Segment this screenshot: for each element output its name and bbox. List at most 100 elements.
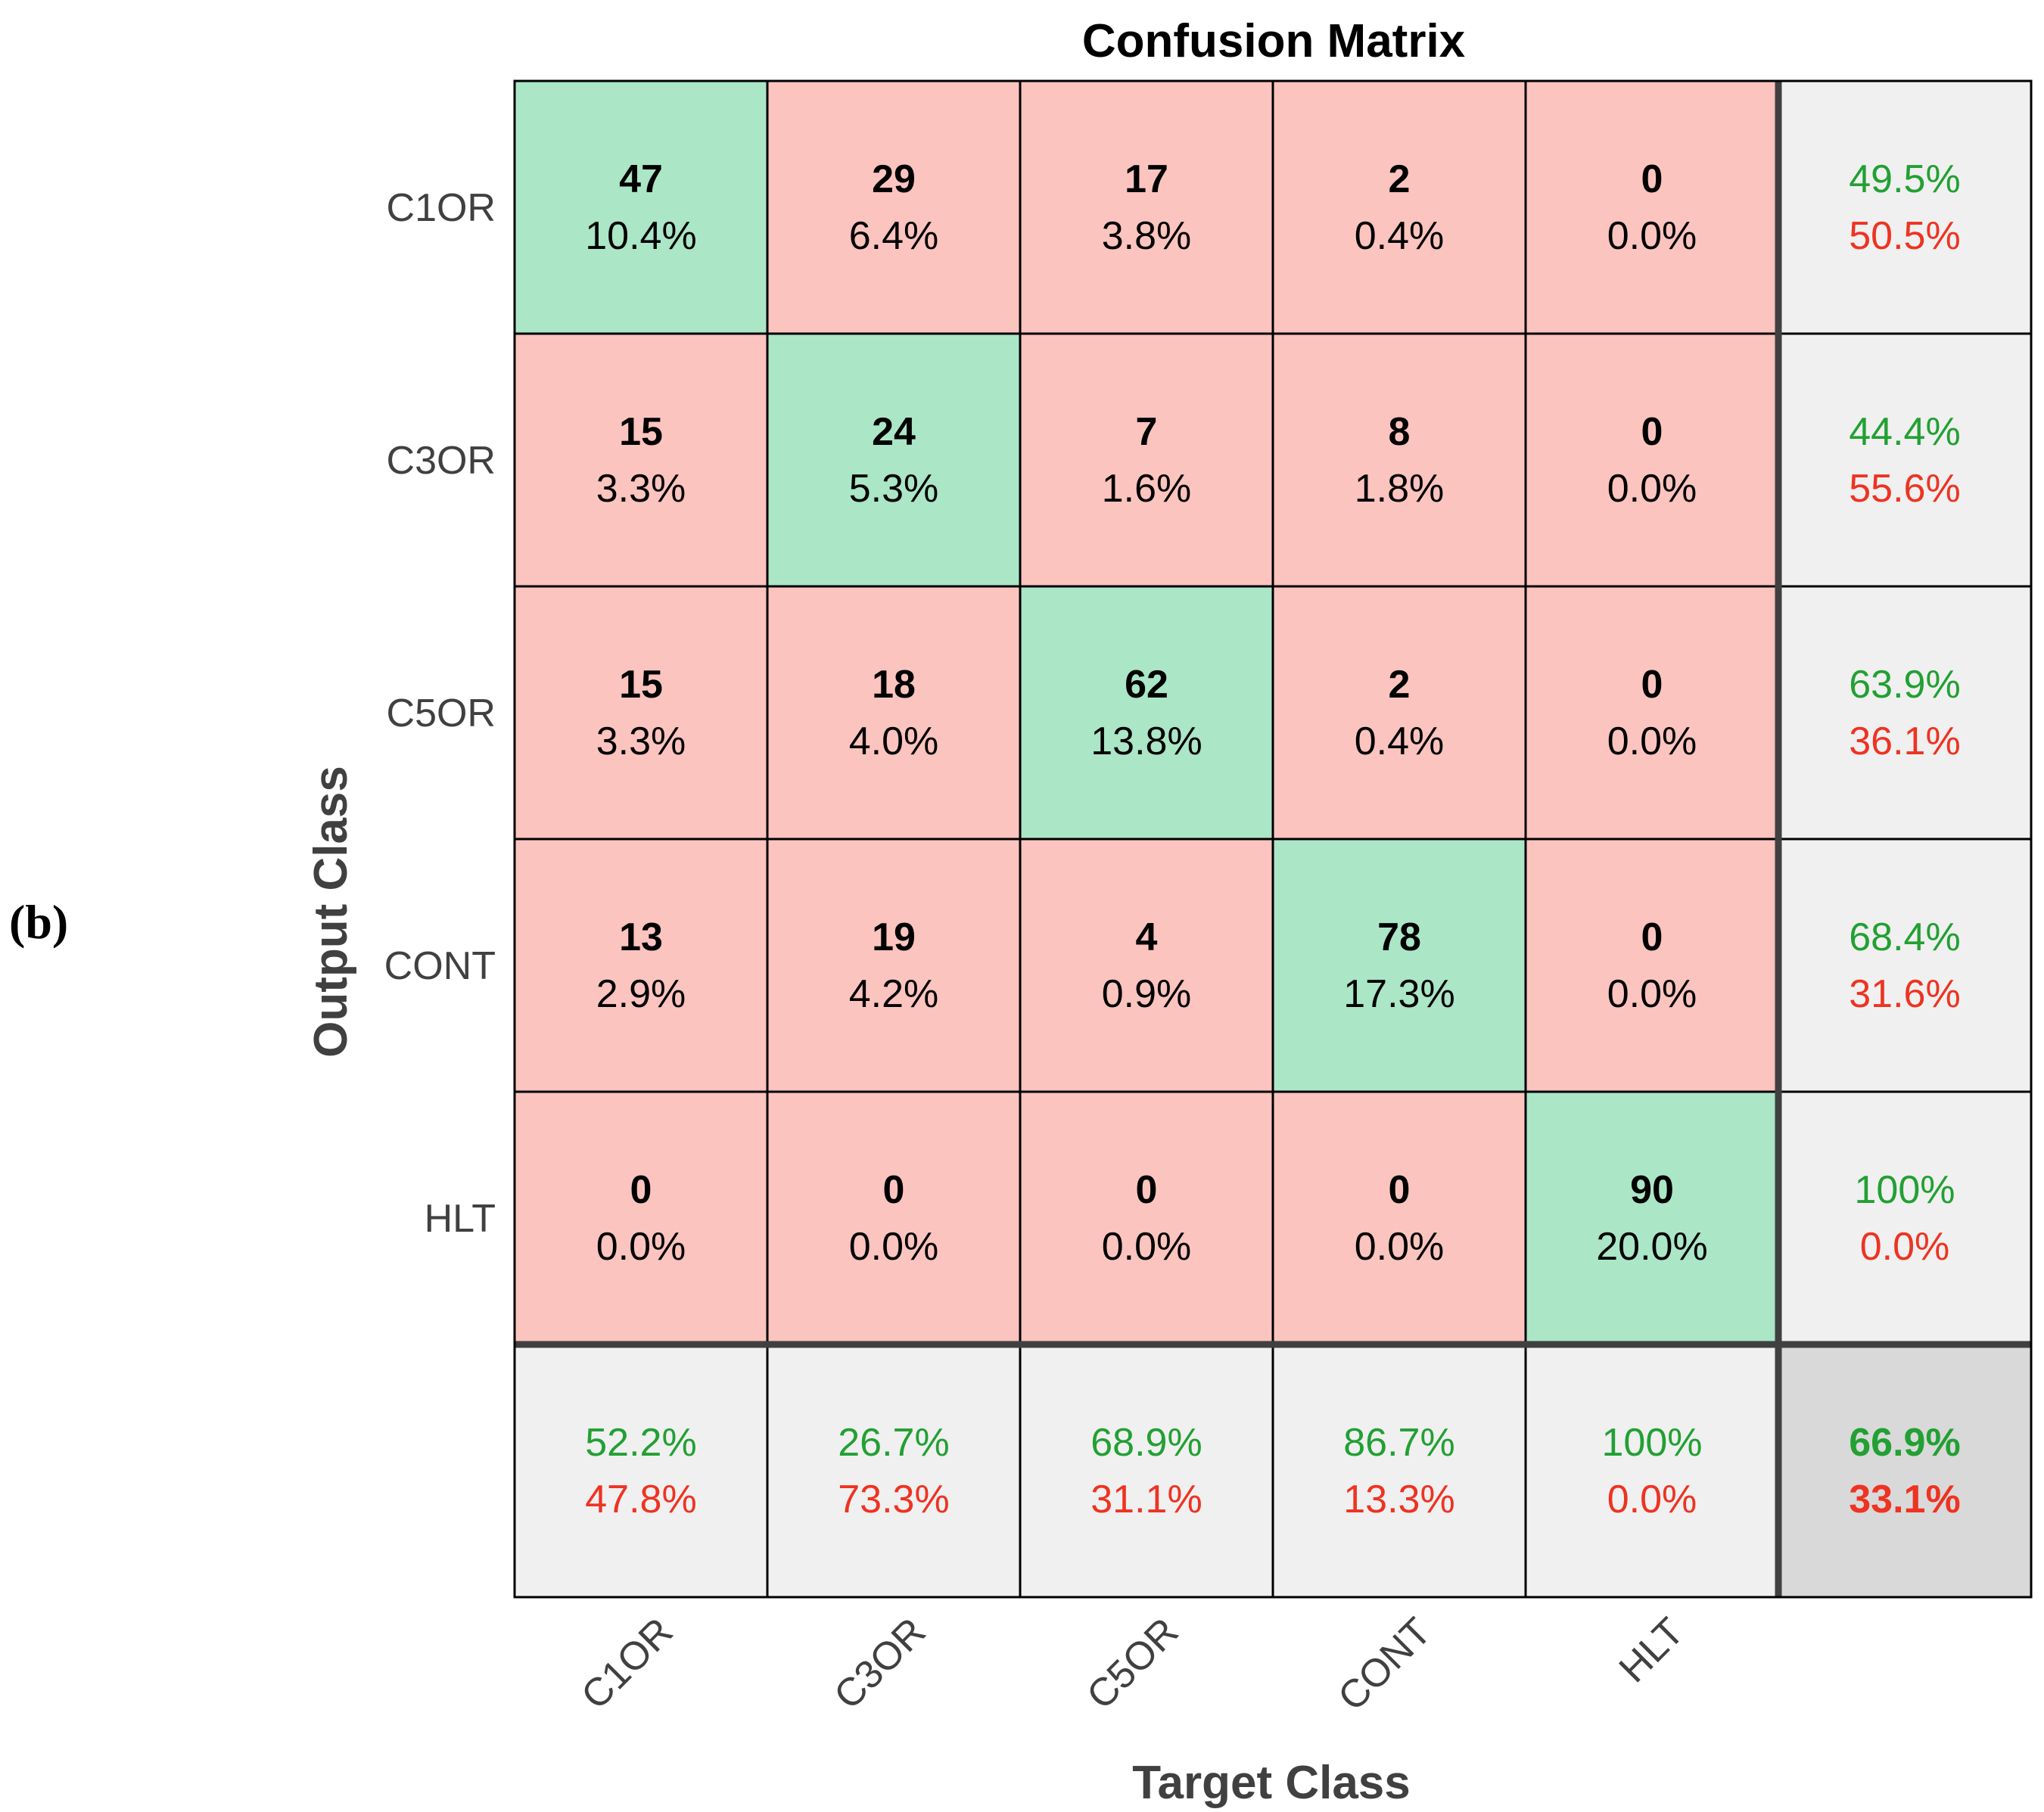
incorrect-cell [513,585,769,841]
cell-count: 29 [872,157,916,201]
incorrect-cell [1019,838,1274,1093]
incorrect-cell [766,838,1022,1093]
col-error: 0.0% [1607,1478,1697,1521]
y-axis-label: Output Class [305,766,357,1058]
cell-count: 90 [1630,1168,1674,1212]
incorrect-cell [766,585,1022,841]
cell-count: 62 [1125,663,1168,707]
y-tick-label: C1OR [387,186,496,230]
overall-cell [1777,1343,2033,1599]
x-tick-label: CONT [1330,1609,1439,1719]
col-error: 31.1% [1090,1478,1202,1521]
overall-accuracy: 66.9% [1849,1421,1960,1465]
row-error: 36.1% [1849,720,1960,763]
cell-percent: 0.0% [1607,467,1697,511]
row-summary-cell [1777,332,2033,588]
row-precision: 100% [1855,1168,1955,1212]
cell-percent: 6.4% [849,214,939,258]
x-tick-label: HLT [1611,1609,1693,1691]
cell-percent: 13.8% [1090,720,1202,763]
col-summary-cell [766,1343,1022,1599]
row-summary-cell [1777,585,2033,841]
cell-count: 24 [872,410,916,454]
cell-percent: 0.0% [1607,720,1697,763]
correct-cell [1271,838,1527,1093]
row-precision: 44.4% [1849,410,1960,454]
cell-percent: 0.0% [1355,1225,1445,1269]
cell-count: 13 [619,915,663,959]
correct-cell [1019,585,1274,841]
y-tick-label: C5OR [387,692,496,735]
incorrect-cell [1019,79,1274,335]
col-recall: 52.2% [585,1421,696,1465]
x-tick-label: C5OR [1078,1609,1187,1717]
row-precision: 68.4% [1849,915,1960,959]
cell-percent: 3.3% [596,720,686,763]
matrix-cells: 4710.4%296.4%173.8%20.4%00.0%153.3%245.3… [513,79,2033,1599]
cell-percent: 17.3% [1343,972,1454,1016]
cell-percent: 1.8% [1355,467,1445,511]
col-error: 13.3% [1343,1478,1454,1521]
incorrect-cell [1019,1090,1274,1346]
cell-percent: 10.4% [585,214,696,258]
cell-percent: 0.4% [1355,720,1445,763]
incorrect-cell [766,1090,1022,1346]
cell-percent: 0.9% [1102,972,1192,1016]
col-summary-cell [513,1343,769,1599]
cell-count: 0 [1641,157,1663,201]
row-error: 55.6% [1849,467,1960,511]
incorrect-cell [513,1090,769,1346]
overall-error: 33.1% [1849,1478,1960,1521]
row-summary-cell [1777,1090,2033,1346]
cell-count: 0 [1136,1168,1158,1212]
col-recall: 100% [1602,1421,1703,1465]
row-error: 31.6% [1849,972,1960,1016]
panel-label: (b) [9,895,68,949]
col-recall: 68.9% [1090,1421,1202,1465]
y-tick-label: CONT [384,944,496,988]
cell-count: 2 [1389,663,1411,707]
y-tick-label: HLT [425,1197,496,1241]
cell-count: 19 [872,915,916,959]
correct-cell [513,79,769,335]
incorrect-cell [766,79,1022,335]
cell-count: 7 [1136,410,1158,454]
incorrect-cell [1019,332,1274,588]
row-precision: 63.9% [1849,663,1960,707]
incorrect-cell [1271,1090,1527,1346]
cell-count: 18 [872,663,916,707]
col-summary-cell [1524,1343,1780,1599]
col-error: 47.8% [585,1478,696,1521]
col-summary-cell [1019,1343,1274,1599]
cell-count: 0 [1389,1168,1411,1212]
x-tick-label: C3OR [826,1609,934,1717]
incorrect-cell [1524,79,1780,335]
correct-cell [1524,1090,1780,1346]
cell-percent: 20.0% [1596,1225,1707,1269]
incorrect-cell [1271,79,1527,335]
incorrect-cell [1271,332,1527,588]
chart-title: Confusion Matrix [1082,15,1466,67]
incorrect-cell [513,332,769,588]
cell-percent: 3.8% [1102,214,1192,258]
cell-count: 8 [1389,410,1411,454]
cell-count: 4 [1136,915,1158,959]
cell-count: 0 [1641,663,1663,707]
cell-count: 15 [619,663,663,707]
cell-count: 15 [619,410,663,454]
cell-percent: 0.0% [1607,214,1697,258]
cell-count: 0 [1641,915,1663,959]
cell-count: 2 [1389,157,1411,201]
incorrect-cell [513,838,769,1093]
cell-percent: 0.0% [1102,1225,1192,1269]
x-tick-label: C1OR [573,1609,681,1717]
incorrect-cell [1524,838,1780,1093]
col-summary-cell [1271,1343,1527,1599]
cell-count: 78 [1377,915,1421,959]
cell-count: 0 [883,1168,905,1212]
cell-percent: 0.0% [596,1225,686,1269]
incorrect-cell [1271,585,1527,841]
correct-cell [766,332,1022,588]
cell-percent: 0.0% [1607,972,1697,1016]
